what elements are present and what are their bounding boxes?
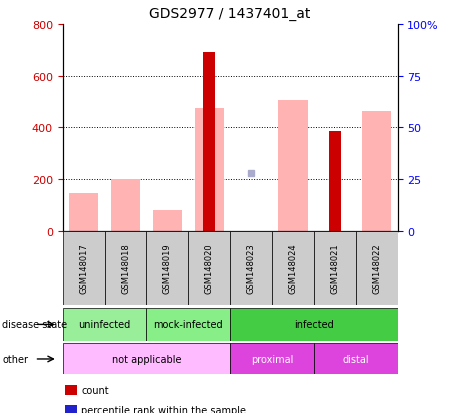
Text: other: other [2,354,28,364]
Text: GSM148022: GSM148022 [372,243,381,294]
FancyBboxPatch shape [63,309,146,341]
Text: GSM148020: GSM148020 [205,243,214,294]
FancyBboxPatch shape [314,344,398,375]
FancyBboxPatch shape [314,231,356,306]
Text: GSM148018: GSM148018 [121,243,130,294]
Bar [329,132,341,231]
Text: percentile rank within the sample: percentile rank within the sample [81,405,246,413]
Title: GDS2977 / 1437401_at: GDS2977 / 1437401_at [149,7,311,21]
Text: count: count [81,385,109,395]
Bar [153,211,182,231]
FancyBboxPatch shape [188,231,230,306]
FancyBboxPatch shape [63,231,105,306]
FancyBboxPatch shape [105,231,146,306]
Bar [194,109,224,231]
FancyBboxPatch shape [230,344,314,375]
FancyBboxPatch shape [230,309,398,341]
Text: disease state: disease state [2,320,67,330]
Text: mock-infected: mock-infected [153,320,223,330]
Text: GSM148017: GSM148017 [79,243,88,294]
Bar [203,53,215,231]
Bar [69,193,99,231]
Text: GSM148024: GSM148024 [288,243,298,294]
Text: proximal: proximal [251,354,293,364]
Bar [362,111,391,231]
Text: distal: distal [342,354,369,364]
Text: GSM148021: GSM148021 [330,243,339,294]
Text: GSM148019: GSM148019 [163,243,172,294]
Text: GSM148023: GSM148023 [246,243,256,294]
Text: not applicable: not applicable [112,354,181,364]
FancyBboxPatch shape [63,344,230,375]
FancyBboxPatch shape [146,309,230,341]
Bar [111,180,140,231]
FancyBboxPatch shape [146,231,188,306]
Text: uninfected: uninfected [79,320,131,330]
FancyBboxPatch shape [230,231,272,306]
Text: infected: infected [294,320,334,330]
Bar [278,101,307,231]
FancyBboxPatch shape [272,231,314,306]
FancyBboxPatch shape [356,231,398,306]
